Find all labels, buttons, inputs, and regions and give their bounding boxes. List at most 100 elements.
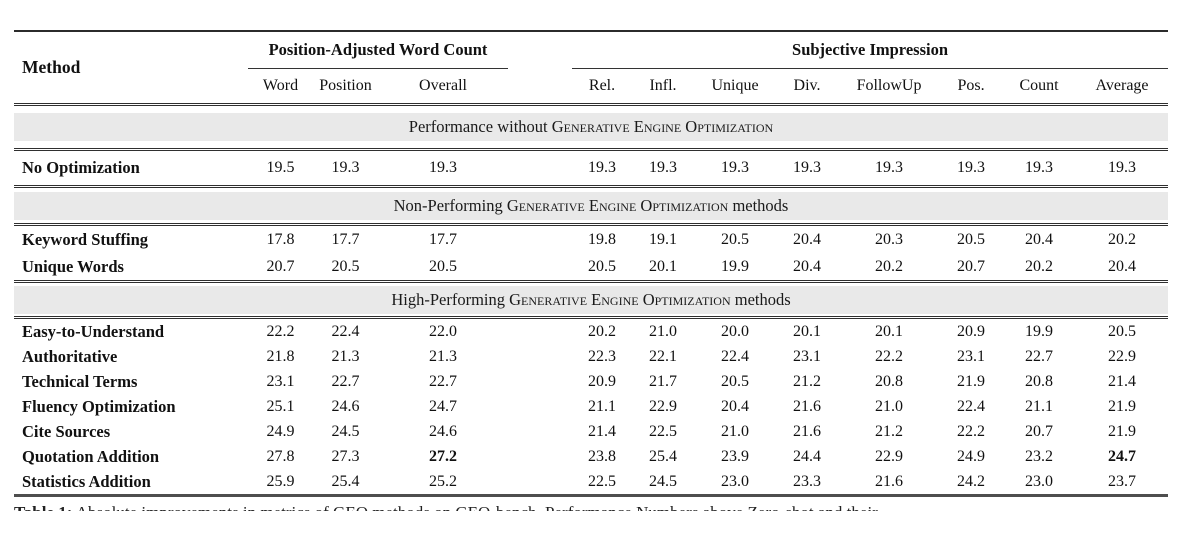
value-cell: 19.1 [649,230,678,248]
group-header-row: Method Position-Adjusted Word Count Subj… [14,31,1169,77]
table-header: Method Position-Adjusted Word Count Subj… [14,31,1169,105]
value-cell: 23.1 [957,347,986,365]
value-cell: 27.3 [331,447,360,465]
method-cell: Authoritative [22,346,118,366]
value-cell: 22.7 [429,372,457,390]
value-cell: 20.5 [1108,322,1137,340]
method-cell: Fluency Optimization [22,396,176,416]
value-cell: 20.2 [1108,230,1137,248]
value-cell: 21.2 [793,372,822,390]
value-cell: 21.6 [875,472,904,490]
value-cell: 20.4 [1025,230,1054,248]
value-cell: 24.5 [331,422,360,440]
value-cell: 19.3 [331,159,360,176]
section-no-optimization: Performance without Generative Engine Op… [14,103,1169,187]
value-cell: 27.8 [266,447,295,465]
value-cell: 19.9 [721,257,750,275]
value-cell: 21.3 [331,347,360,365]
method-cell: Unique Words [22,256,124,276]
value-cell: 20.3 [875,230,904,248]
value-cell: 22.1 [649,347,678,365]
section-banner-text: Performance without Generative Engine Op… [14,113,1169,141]
value-cell: 17.8 [266,230,295,248]
section-banner-text: High-Performing Generative Engine Optimi… [14,285,1169,314]
value-cell: 24.7 [429,397,457,415]
value-cell: 21.1 [1025,397,1054,415]
value-cell: 21.9 [957,372,986,390]
results-table: Method Position-Adjusted Word Count Subj… [14,30,1169,497]
value-cell: 21.6 [793,397,822,415]
value-cell: 20.4 [793,257,822,275]
value-cell: 22.0 [429,322,457,340]
value-cell: 21.8 [266,347,295,365]
value-cell: 25.4 [331,472,360,490]
value-cell: 21.4 [1108,372,1137,390]
value-cell: 20.7 [1025,422,1054,440]
value-cell: 21.9 [1108,397,1137,415]
value-cell: 20.0 [721,322,750,340]
column-header-div: Div. [793,77,821,94]
value-cell: 17.7 [331,230,360,248]
value-cell: 23.3 [793,472,822,490]
value-cell: 22.4 [721,347,750,365]
method-cell: Cite Sources [22,421,111,441]
column-gap [508,344,572,369]
value-cell: 23.9 [721,447,750,465]
value-cell: 21.0 [721,422,750,440]
column-gap [508,444,572,469]
value-cell: 22.5 [588,472,617,490]
table-row: Keyword Stuffing 17.8 17.7 17.7 19.8 19.… [14,225,1168,254]
value-cell: 19.3 [649,159,678,176]
value-cell: 22.9 [649,397,678,415]
method-cell: Keyword Stuffing [22,229,149,249]
value-cell: 23.0 [721,472,750,490]
value-cell: 22.2 [266,322,295,340]
table-row: Authoritative 21.8 21.3 21.3 22.3 22.1 2… [14,344,1168,369]
method-cell: Quotation Addition [22,446,160,466]
table-row: Quotation Addition 27.8 27.3 27.2 23.8 2… [14,444,1168,469]
column-header-method: Method [22,57,81,77]
value-cell: 20.5 [588,257,617,275]
value-cell: 19.3 [1108,159,1137,176]
value-cell: 20.4 [793,230,822,248]
value-cell: 22.9 [1108,347,1137,365]
value-cell: 22.4 [331,322,360,340]
value-cell: 20.9 [588,372,617,390]
value-cell: 19.9 [1025,322,1054,340]
value-cell: 24.4 [793,447,822,465]
value-cell: 20.2 [1025,257,1054,275]
value-cell: 20.7 [957,257,986,275]
table-row: Easy-to-Understand 22.2 22.4 22.0 20.2 2… [14,318,1168,345]
column-header-count: Count [1019,77,1059,94]
value-cell: 19.5 [266,159,295,176]
column-gap [508,419,572,444]
value-cell: 20.8 [875,372,904,390]
value-cell: 23.8 [588,447,617,465]
value-cell: 20.1 [649,257,678,275]
table-row: No Optimization 19.5 19.3 19.3 19.3 19.3… [14,150,1168,187]
column-header-rel: Rel. [588,77,616,94]
section-banner: High-Performing Generative Engine Optimi… [14,280,1169,319]
value-cell: 22.7 [331,372,360,390]
column-gap [508,369,572,394]
column-gap [508,253,572,282]
value-cell: 21.9 [1108,422,1137,440]
table-row: Statistics Addition 25.9 25.4 25.2 22.5 … [14,469,1168,496]
value-cell: 22.9 [875,447,904,465]
value-cell: 19.3 [1025,159,1054,176]
value-cell: 20.5 [721,372,750,390]
method-cell: Technical Terms [22,371,138,391]
value-cell: 21.3 [429,347,457,365]
column-gap [508,225,572,254]
value-cell: 19.3 [875,159,904,176]
value-cell: 19.3 [588,159,617,176]
value-cell: 21.4 [588,422,617,440]
value-cell: 23.1 [793,347,822,365]
value-cell: 24.9 [957,447,986,465]
column-header-overall: Overall [419,77,467,94]
column-header-average: Average [1095,77,1149,94]
paper-table-figure: Method Position-Adjusted Word Count Subj… [14,30,1169,511]
value-cell: 23.0 [1025,472,1054,490]
value-cell: 24.6 [331,397,360,415]
table-row: Technical Terms 23.1 22.7 22.7 20.9 21.7… [14,369,1168,394]
